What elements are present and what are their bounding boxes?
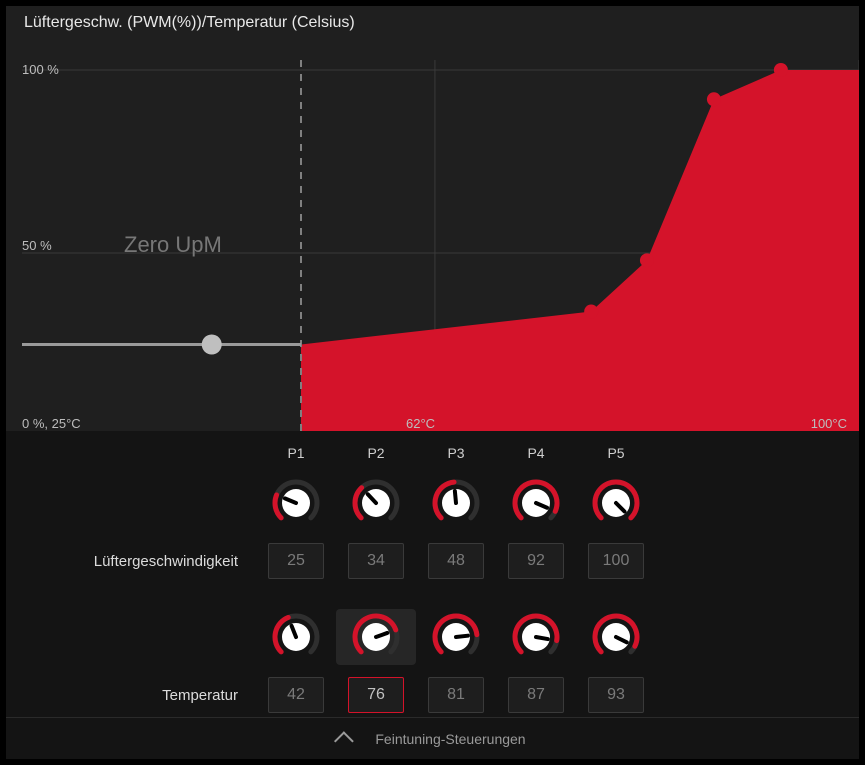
point-header-p5: P5 bbox=[576, 445, 656, 467]
zero-rpm-label: Zero UpM bbox=[124, 232, 222, 258]
fan-value-p3[interactable] bbox=[428, 543, 484, 579]
fan-dial-p4[interactable] bbox=[496, 475, 576, 531]
temp-value-p3[interactable] bbox=[428, 677, 484, 713]
point-header-p1: P1 bbox=[256, 445, 336, 467]
axis-origin-label: 0 %, 25°C bbox=[22, 416, 81, 431]
fine-tuning-label: Feintuning-Steuerungen bbox=[375, 731, 525, 747]
temp-dial-p5[interactable] bbox=[576, 609, 656, 665]
temp-value-p2[interactable] bbox=[348, 677, 404, 713]
fan-dial-p2[interactable] bbox=[336, 475, 416, 531]
fan-curve-panel: Lüftergeschw. (PWM(%))/Temperatur (Celsi… bbox=[6, 6, 859, 759]
fan-dial-p3[interactable] bbox=[416, 475, 496, 531]
fan-value-p5[interactable] bbox=[588, 543, 644, 579]
temp-dial-p2[interactable] bbox=[336, 609, 416, 665]
fan-value-p2[interactable] bbox=[348, 543, 404, 579]
chevron-up-icon bbox=[334, 731, 354, 751]
y-axis-label-50: 50 % bbox=[22, 238, 52, 253]
point-header-p4: P4 bbox=[496, 445, 576, 467]
point-header-p3: P3 bbox=[416, 445, 496, 467]
fan-value-p4[interactable] bbox=[508, 543, 564, 579]
fan-speed-row-label: Lüftergeschwindigkeit bbox=[16, 553, 256, 570]
fan-curve-chart[interactable]: Lüftergeschw. (PWM(%))/Temperatur (Celsi… bbox=[6, 6, 859, 431]
temp-value-p5[interactable] bbox=[588, 677, 644, 713]
temperature-row-label: Temperatur bbox=[16, 687, 256, 704]
tuning-controls: P1P2P3P4P5 Lüftergeschwindigkeit Temperatu… bbox=[6, 431, 859, 759]
chart-canvas bbox=[6, 6, 859, 431]
temp-value-p1[interactable] bbox=[268, 677, 324, 713]
y-axis-label-100: 100 % bbox=[22, 62, 59, 77]
fan-dial-p1[interactable] bbox=[256, 475, 336, 531]
temp-dial-p1[interactable] bbox=[256, 609, 336, 665]
x-axis-label-62: 62°C bbox=[406, 416, 435, 431]
fine-tuning-toggle[interactable]: Feintuning-Steuerungen bbox=[6, 717, 859, 759]
fan-value-p1[interactable] bbox=[268, 543, 324, 579]
fan-dial-p5[interactable] bbox=[576, 475, 656, 531]
x-axis-label-100: 100°C bbox=[811, 416, 847, 431]
temp-dial-p4[interactable] bbox=[496, 609, 576, 665]
temp-dial-p3[interactable] bbox=[416, 609, 496, 665]
temp-value-p4[interactable] bbox=[508, 677, 564, 713]
point-header-p2: P2 bbox=[336, 445, 416, 467]
